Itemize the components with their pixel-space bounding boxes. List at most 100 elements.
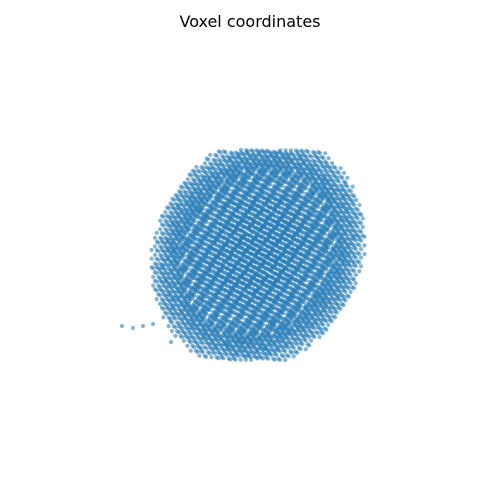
voxel-point	[214, 292, 218, 296]
voxel-point	[156, 249, 160, 253]
voxel-point	[294, 195, 298, 199]
voxel-point	[252, 274, 256, 278]
voxel-point	[324, 250, 328, 254]
voxel-point	[162, 215, 166, 219]
voxel-point	[216, 213, 220, 217]
voxel-point	[321, 156, 325, 160]
voxel-point	[264, 209, 268, 213]
voxel-point	[249, 286, 253, 290]
voxel-point	[221, 236, 225, 240]
voxel-point	[240, 316, 244, 320]
voxel-point	[211, 296, 215, 300]
voxel-point	[256, 339, 260, 343]
voxel-point	[167, 206, 171, 210]
voxel-point	[225, 258, 229, 262]
voxel-point	[304, 186, 308, 190]
voxel-point	[213, 274, 217, 278]
voxel-point	[302, 217, 306, 221]
voxel-point	[184, 297, 188, 301]
voxel-point	[283, 349, 287, 353]
voxel-point	[258, 182, 262, 186]
voxel-point	[288, 330, 292, 334]
voxel-point	[312, 240, 316, 244]
voxel-point	[276, 211, 280, 215]
voxel-point	[160, 245, 164, 249]
voxel-point	[319, 293, 323, 297]
voxel-point	[256, 331, 260, 335]
voxel-point	[281, 320, 285, 324]
voxel-point	[281, 354, 285, 358]
voxel-point	[261, 313, 265, 317]
voxel-point	[280, 224, 284, 228]
voxel-point	[319, 193, 323, 197]
voxel-point	[180, 226, 184, 230]
voxel-point	[349, 281, 353, 285]
voxel-point	[221, 356, 225, 360]
voxel-point	[307, 200, 311, 204]
voxel-point	[271, 219, 275, 223]
voxel-point	[299, 270, 303, 274]
voxel-point	[216, 270, 220, 274]
voxel-point	[276, 228, 280, 232]
voxel-point	[204, 203, 208, 207]
voxel-point	[280, 215, 284, 219]
voxel-point	[318, 249, 322, 253]
voxel-point	[187, 285, 191, 289]
voxel-point	[220, 292, 224, 296]
voxel-point	[245, 256, 249, 260]
voxel-point	[325, 201, 329, 205]
voxel-point	[191, 223, 195, 227]
voxel-point	[299, 155, 303, 159]
voxel-point	[345, 208, 349, 212]
voxel-point	[209, 260, 213, 264]
voxel-point	[242, 185, 246, 189]
voxel-point	[297, 225, 301, 229]
voxel-point	[192, 302, 196, 306]
voxel-point	[323, 307, 327, 311]
voxel-point	[216, 204, 220, 208]
voxel-point	[283, 171, 287, 175]
voxel-point	[213, 248, 217, 252]
voxel-point	[180, 318, 184, 322]
voxel-point	[173, 274, 177, 278]
voxel-point	[208, 176, 212, 180]
voxel-point	[295, 181, 299, 185]
voxel-point	[198, 193, 202, 197]
voxel-point	[192, 319, 196, 323]
voxel-point	[167, 324, 171, 328]
voxel-point	[169, 340, 173, 344]
voxel-point	[336, 294, 340, 298]
voxel-point	[268, 315, 272, 319]
voxel-point	[235, 350, 239, 354]
voxel-point	[173, 334, 177, 338]
voxel-point	[264, 201, 268, 205]
voxel-point	[300, 230, 304, 234]
voxel-point	[199, 312, 203, 316]
voxel-point	[309, 178, 313, 182]
voxel-point	[213, 239, 217, 243]
voxel-point	[239, 171, 243, 175]
voxel-point	[201, 350, 205, 354]
voxel-point	[206, 230, 210, 234]
voxel-point	[342, 194, 346, 198]
voxel-point	[321, 271, 325, 275]
voxel-point	[162, 232, 166, 236]
voxel-point	[269, 336, 273, 340]
voxel-point	[185, 241, 189, 245]
voxel-point	[359, 264, 363, 268]
voxel-point	[199, 286, 203, 290]
voxel-point	[247, 343, 251, 347]
voxel-point	[232, 268, 236, 272]
voxel-point	[249, 154, 253, 158]
voxel-point	[319, 327, 323, 331]
voxel-point	[293, 321, 297, 325]
voxel-point	[168, 282, 172, 286]
voxel-point	[203, 233, 207, 237]
voxel-point	[177, 261, 181, 265]
voxel-point	[175, 234, 179, 238]
voxel-point	[161, 281, 165, 285]
voxel-point	[249, 355, 253, 359]
voxel-point	[296, 150, 300, 154]
voxel-point	[227, 178, 231, 182]
voxel-point	[180, 275, 184, 279]
